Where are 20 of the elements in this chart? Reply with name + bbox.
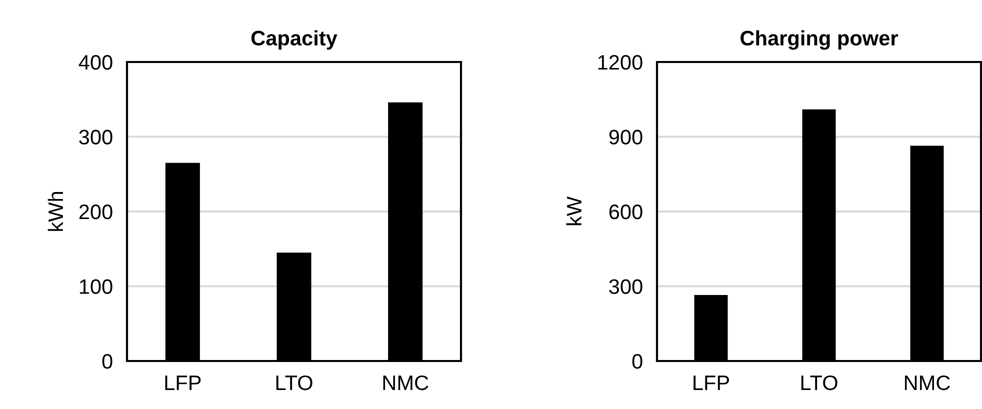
y-axis-title: kWh [48,192,63,231]
y-tick-label: 600 [609,204,642,220]
y-axis-title: kW [566,196,582,226]
x-tick-label: LFP [694,376,730,390]
chart-title: Charging power [740,30,898,50]
x-tick-label: NMC [904,375,950,390]
y-tick-label: 300 [79,130,112,145]
y-tick-label: 100 [80,279,112,294]
y-tick-label: 300 [609,279,642,294]
x-tick-label: NMC [383,375,428,390]
x-tick-label: LTO [801,375,838,390]
y-tick-label: 200 [79,204,112,220]
y-tick-label: 400 [78,55,112,70]
y-tick-label: 0 [102,354,112,369]
y-tick-label: 1200 [598,55,642,70]
chart-title: Capacity [251,30,338,50]
y-tick-label: 0 [632,354,642,369]
x-tick-label: LFP [165,376,201,390]
y-tick-label: 900 [609,130,642,145]
x-tick-label: LTO [276,375,312,390]
